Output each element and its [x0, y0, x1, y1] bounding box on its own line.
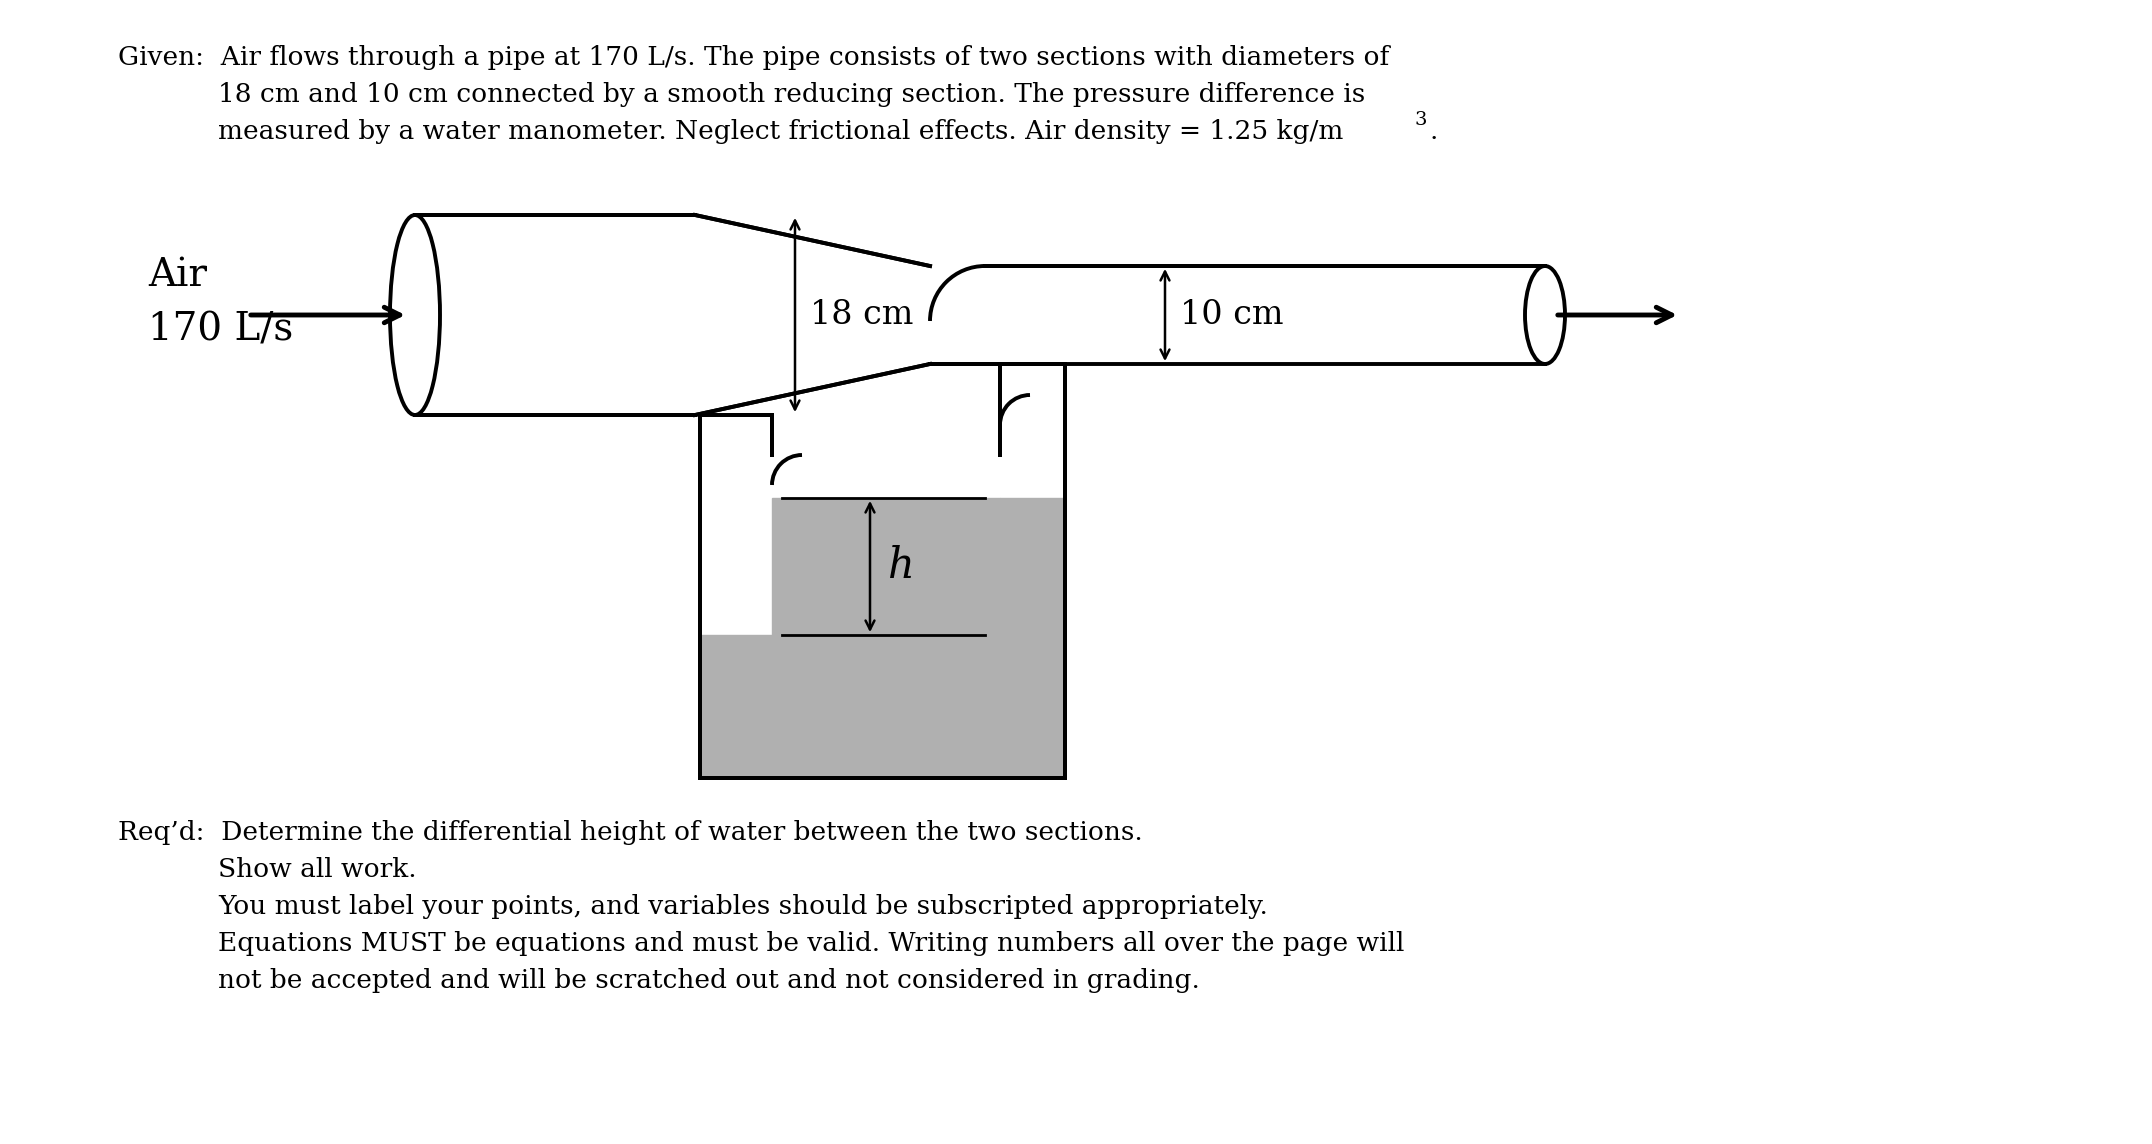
Text: Given:  Air flows through a pipe at 170 L/s. The pipe consists of two sections w: Given: Air flows through a pipe at 170 L…: [118, 45, 1390, 70]
Text: Req’d:  Determine the differential height of water between the two sections.: Req’d: Determine the differential height…: [118, 820, 1143, 845]
Bar: [1001, 498, 1065, 778]
Text: 18 cm: 18 cm: [809, 299, 912, 331]
Text: You must label your points, and variables should be subscripted appropriately.: You must label your points, and variable…: [217, 893, 1268, 919]
Text: 10 cm: 10 cm: [1179, 299, 1283, 331]
Text: Show all work.: Show all work.: [217, 857, 417, 882]
Text: 170 L/s: 170 L/s: [148, 311, 293, 349]
Text: Equations MUST be equations and must be valid. Writing numbers all over the page: Equations MUST be equations and must be …: [217, 931, 1405, 956]
Text: measured by a water manometer. Neglect frictional effects. Air density = 1.25 kg: measured by a water manometer. Neglect f…: [217, 119, 1343, 144]
Bar: [773, 498, 1001, 778]
Text: not be accepted and will be scratched out and not considered in grading.: not be accepted and will be scratched ou…: [217, 968, 1201, 993]
Text: 3: 3: [1416, 111, 1427, 129]
Bar: [699, 635, 773, 778]
Text: 18 cm and 10 cm connected by a smooth reducing section. The pressure difference : 18 cm and 10 cm connected by a smooth re…: [217, 82, 1364, 108]
Text: h: h: [889, 546, 915, 588]
Text: .: .: [1429, 119, 1438, 144]
Text: Air: Air: [148, 256, 207, 294]
